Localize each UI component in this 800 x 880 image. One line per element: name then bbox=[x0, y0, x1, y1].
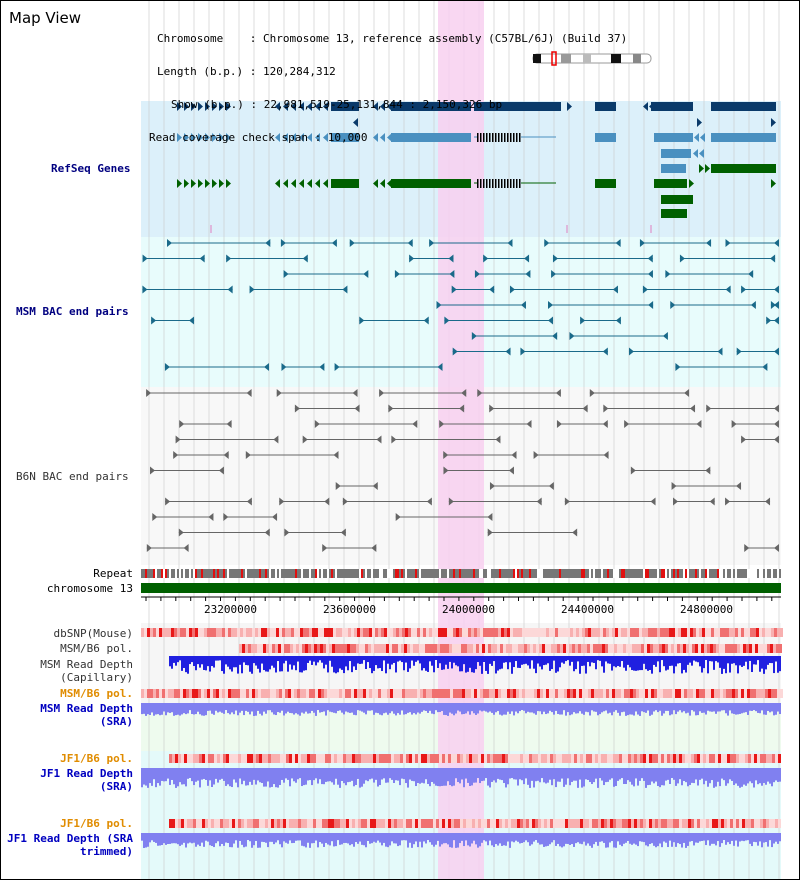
chromosome-bar bbox=[141, 583, 781, 593]
chromosome-info: Chromosome : Chromosome 13, reference as… bbox=[157, 32, 628, 45]
axis-tick-label: 24800000 bbox=[680, 603, 733, 616]
track-label-msm-b6-pol-1[interactable]: MSM/B6 pol. bbox=[60, 642, 133, 655]
track-label-repeat[interactable]: Repeat bbox=[93, 567, 133, 580]
track-label-msm-bac[interactable]: MSM BAC end pairs bbox=[16, 305, 129, 318]
track-label-chromosome[interactable]: chromosome 13 bbox=[46, 582, 133, 595]
refseq-gene-glyphs bbox=[177, 102, 776, 233]
msm-bac-end-pairs bbox=[142, 239, 779, 371]
read-depth-histograms bbox=[141, 656, 781, 848]
page-title: Map View bbox=[9, 9, 82, 27]
coverage-span-info: Read coverage check span : 10,000 bbox=[149, 131, 368, 144]
axis-tick-label: 23200000 bbox=[204, 603, 257, 616]
track-label-dbsnp[interactable]: dbSNP(Mouse) bbox=[53, 627, 133, 640]
track-label-msm-depth-sra[interactable]: MSM Read Depth (SRA) bbox=[40, 702, 133, 728]
track-label-msm-depth-capillary[interactable]: MSM Read Depth (Capillary) bbox=[40, 658, 133, 684]
polymorphism-heatmaps bbox=[141, 628, 783, 828]
track-label-refseq[interactable]: RefSeq Genes bbox=[51, 162, 131, 175]
track-label-jf1-depth-sra[interactable]: JF1 Read Depth (SRA) bbox=[40, 767, 133, 793]
length-info: Length (b.p.) : 120,284,312 bbox=[157, 65, 336, 78]
show-range-info: Show (b.p.) : 22,981,519-25,131,844 : 2,… bbox=[171, 98, 503, 111]
track-label-b6n-bac[interactable]: B6N BAC end pairs bbox=[16, 470, 129, 483]
track-label-jf1-b6-pol-2[interactable]: JF1/B6 pol. bbox=[60, 817, 133, 830]
axis-tick-label: 24000000 bbox=[442, 603, 495, 616]
region-info: Chromosome : Chromosome 13, reference as… bbox=[149, 11, 627, 165]
track-label-jf1-b6-pol-1[interactable]: JF1/B6 pol. bbox=[60, 752, 133, 765]
position-axis bbox=[141, 596, 781, 601]
track-label-msm-b6-pol-2[interactable]: MSM/B6 pol. bbox=[60, 687, 133, 700]
b6n-bac-end-pairs bbox=[146, 389, 779, 552]
chromosome-ideogram bbox=[532, 51, 652, 66]
axis-tick-label: 23600000 bbox=[323, 603, 376, 616]
axis-tick-label: 24400000 bbox=[561, 603, 614, 616]
repeat-track bbox=[141, 569, 781, 578]
track-label-jf1-depth-trimmed[interactable]: JF1 Read Depth (SRA trimmed) bbox=[7, 832, 133, 858]
